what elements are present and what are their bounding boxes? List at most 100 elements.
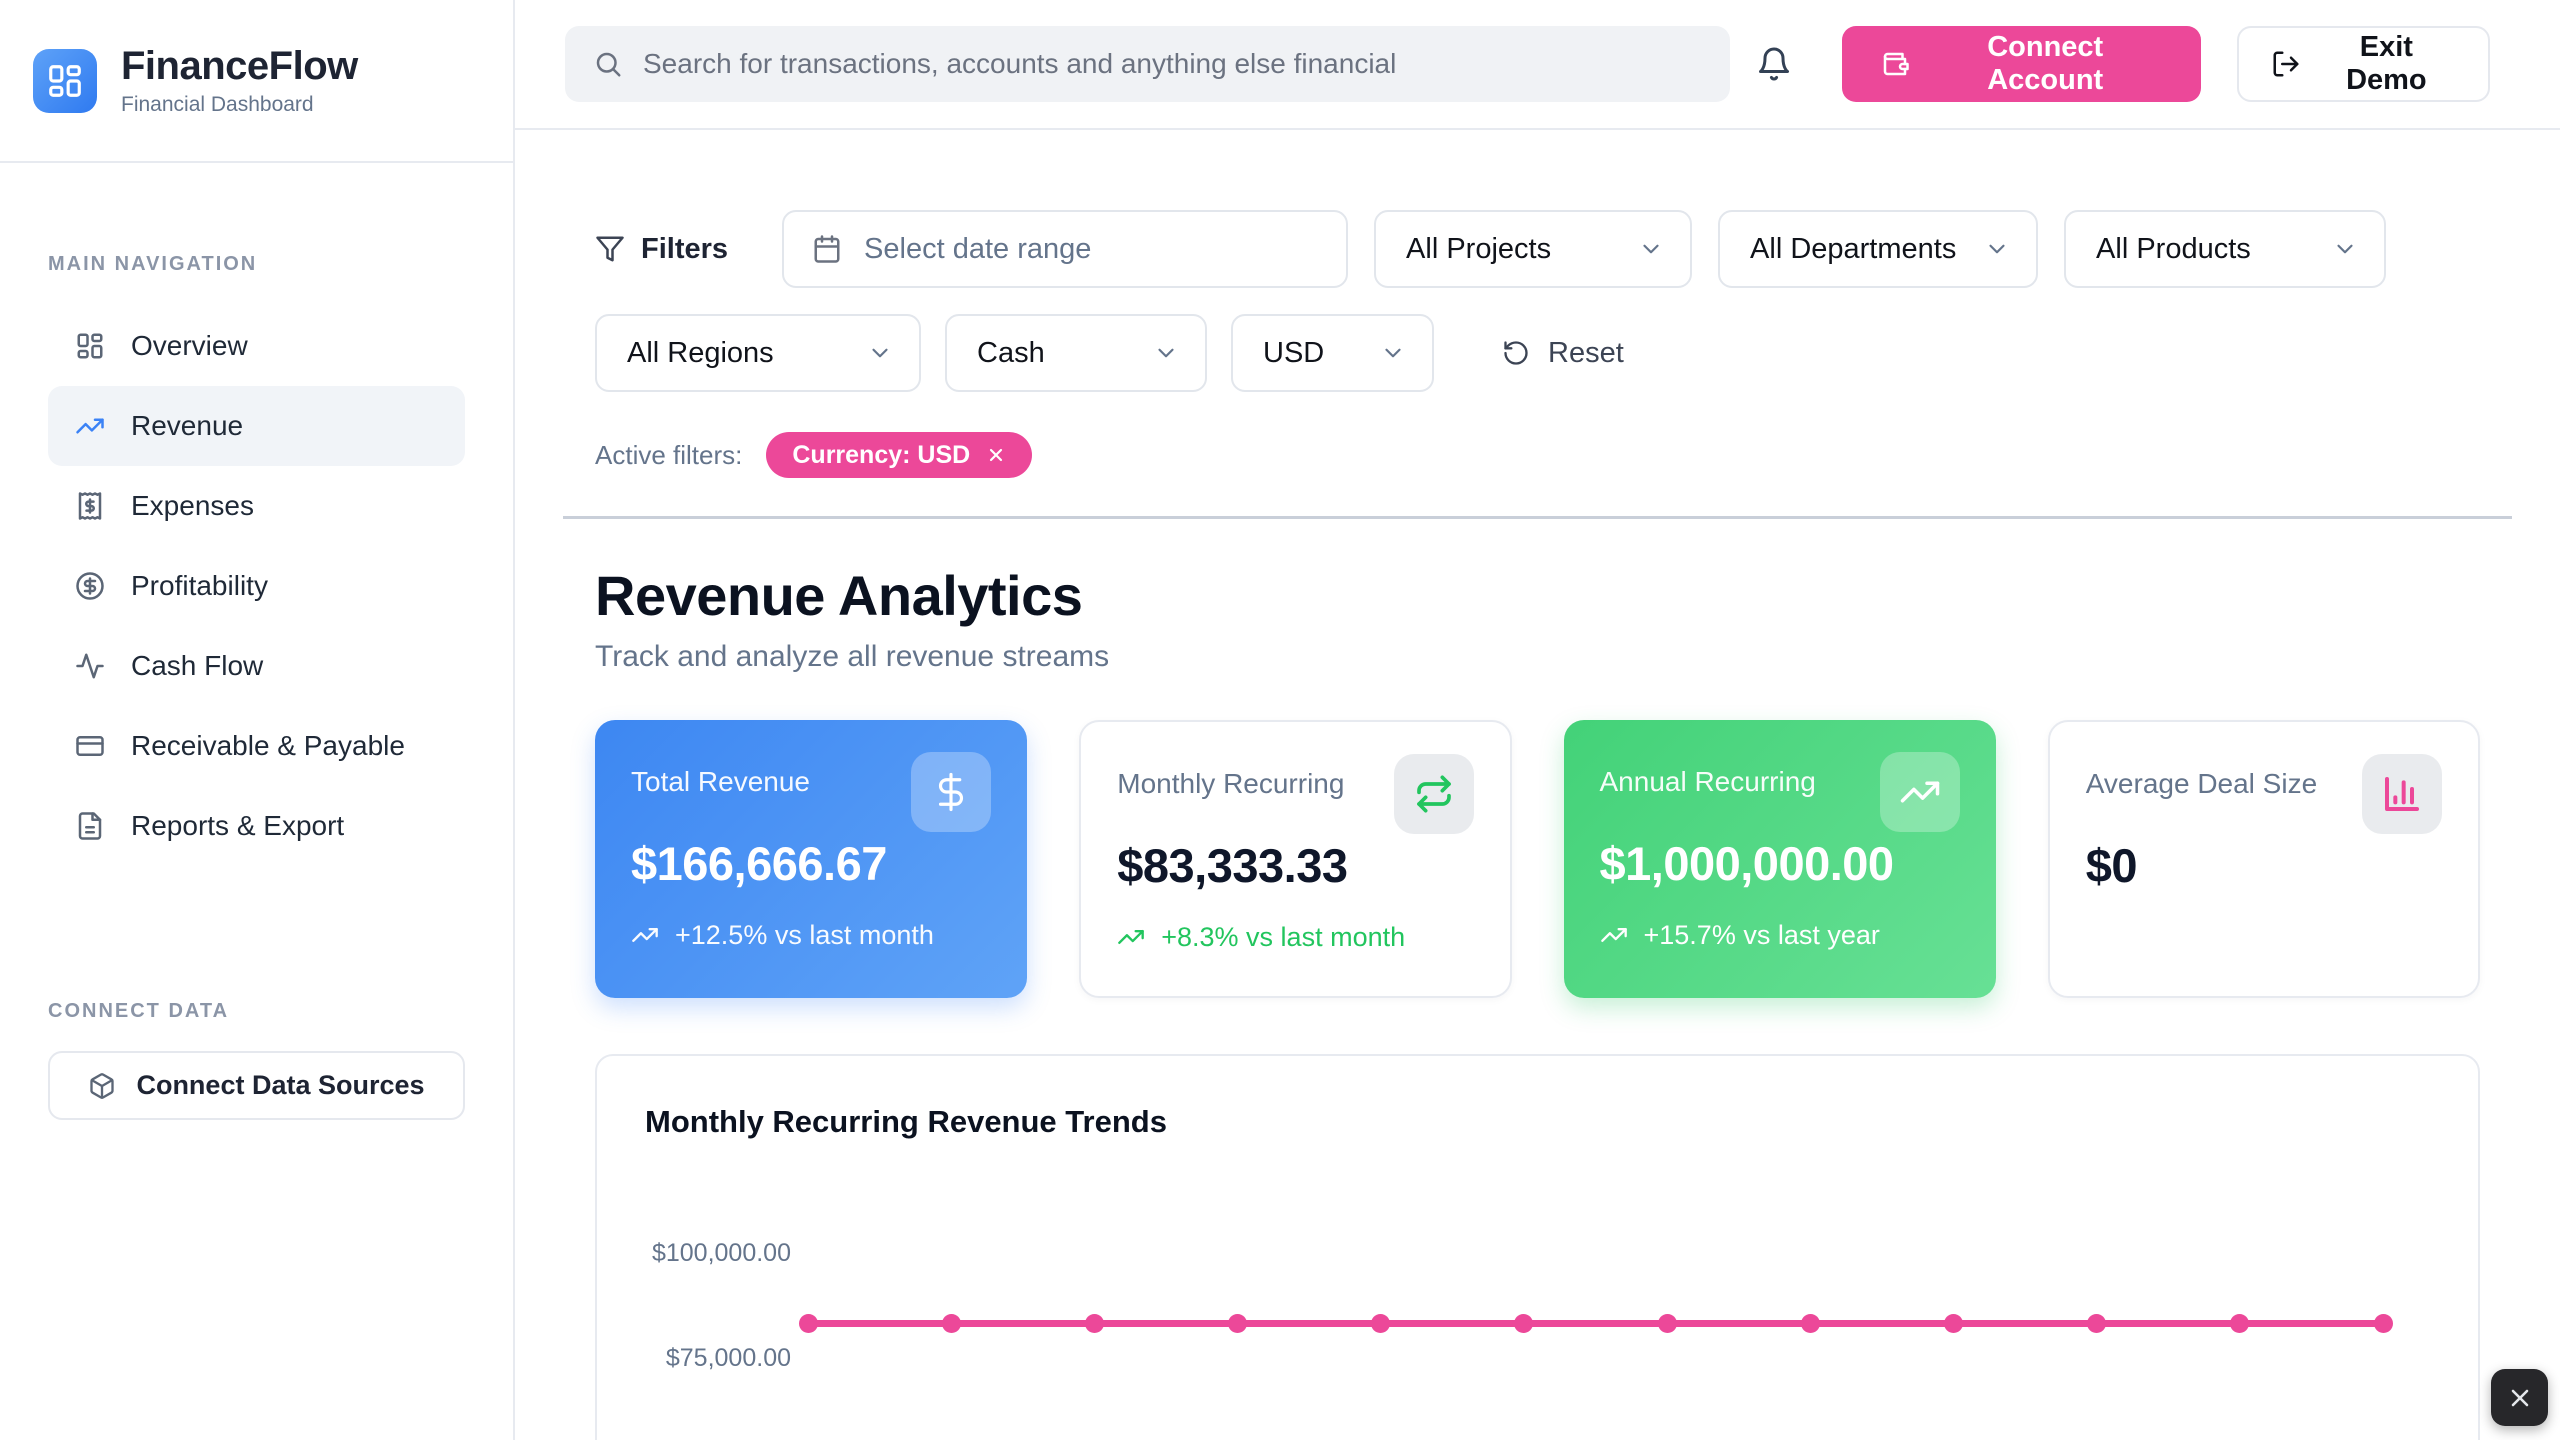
kpi-value: $166,666.67 bbox=[631, 837, 887, 890]
overlay-close-button[interactable] bbox=[2491, 1369, 2548, 1426]
sidebar-item-overview[interactable]: Overview bbox=[48, 306, 465, 386]
sidebar-item-revenue[interactable]: Revenue bbox=[48, 386, 465, 466]
data-point[interactable] bbox=[1371, 1313, 1391, 1333]
kpi-label: Average Deal Size bbox=[2085, 768, 2318, 799]
chevron-down-icon bbox=[1638, 236, 1664, 262]
kpi-card-total-revenue[interactable]: Total Revenue $166,666.67 +12.5% vs last… bbox=[595, 720, 1028, 998]
page-content: Filters All Projects All Departments bbox=[515, 130, 2560, 1440]
wallet-icon bbox=[1880, 49, 1910, 79]
sidebar-item-receivable-payable[interactable]: Receivable & Payable bbox=[48, 706, 465, 786]
date-range-picker[interactable] bbox=[782, 210, 1349, 288]
chevron-down-icon bbox=[1984, 236, 2010, 262]
regions-select[interactable]: All Regions bbox=[595, 314, 921, 392]
currency-filter-chip[interactable]: Currency: USD bbox=[766, 432, 1033, 478]
sidebar-item-label: Revenue bbox=[131, 410, 244, 441]
products-select[interactable]: All Products bbox=[2064, 210, 2387, 288]
data-point[interactable] bbox=[1657, 1313, 1677, 1333]
global-search[interactable] bbox=[565, 26, 1730, 102]
sidebar-item-label: Expenses bbox=[131, 490, 254, 521]
kpi-cards: Total Revenue $166,666.67 +12.5% vs last… bbox=[595, 720, 2480, 998]
products-select-value: All Products bbox=[2096, 232, 2251, 265]
trending-up-icon bbox=[1117, 923, 1145, 951]
app-title: FinanceFlow bbox=[121, 44, 358, 88]
connect-account-button[interactable]: Connect Account bbox=[1841, 26, 2201, 102]
data-point[interactable] bbox=[1943, 1313, 1963, 1333]
data-point[interactable] bbox=[2230, 1313, 2250, 1333]
filter-funnel-icon bbox=[595, 234, 625, 264]
currency-select[interactable]: USD bbox=[1231, 314, 1434, 392]
section-divider bbox=[563, 516, 2512, 519]
data-point[interactable] bbox=[2373, 1313, 2393, 1333]
trending-up-icon bbox=[1879, 752, 1960, 832]
accounting-basis-select[interactable]: Cash bbox=[945, 314, 1207, 392]
cube-icon bbox=[88, 1072, 116, 1100]
file-text-icon bbox=[75, 811, 105, 841]
kpi-change-text: +12.5% vs last month bbox=[675, 920, 934, 950]
app-tagline: Financial Dashboard bbox=[121, 93, 314, 116]
currency-chip-label: Currency: USD bbox=[792, 440, 971, 469]
kpi-label: Monthly Recurring bbox=[1117, 768, 1345, 799]
page-title: Revenue Analytics bbox=[595, 564, 1083, 627]
search-input[interactable] bbox=[643, 48, 1702, 80]
connect-data-sources-button[interactable]: Connect Data Sources bbox=[48, 1051, 465, 1120]
sidebar-item-expenses[interactable]: Expenses bbox=[48, 466, 465, 546]
chevron-down-icon bbox=[1153, 340, 1179, 366]
data-point[interactable] bbox=[1514, 1313, 1534, 1333]
y-axis-tick-label: $75,000.00 bbox=[665, 1344, 791, 1372]
y-axis-tick-label: $100,000.00 bbox=[651, 1239, 791, 1267]
page-heading: Revenue Analytics Track and analyze all … bbox=[595, 563, 2480, 674]
currency-select-value: USD bbox=[1263, 336, 1325, 369]
remove-filter-icon[interactable] bbox=[986, 445, 1006, 465]
kpi-label: Annual Recurring bbox=[1599, 766, 1816, 797]
exit-demo-button[interactable]: Exit Demo bbox=[2236, 26, 2490, 102]
filters-label: Filters bbox=[641, 232, 729, 265]
data-point[interactable] bbox=[1800, 1313, 1820, 1333]
chart-title: Monthly Recurring Revenue Trends bbox=[645, 1104, 1167, 1139]
regions-select-value: All Regions bbox=[627, 336, 774, 369]
bar-chart-icon bbox=[2362, 754, 2442, 834]
main-navigation: Overview Revenue Expenses Profitability … bbox=[48, 306, 465, 866]
sidebar: FinanceFlow Financial Dashboard MAIN NAV… bbox=[0, 0, 515, 1440]
data-point[interactable] bbox=[941, 1313, 961, 1333]
kpi-card-monthly-recurring[interactable]: Monthly Recurring $83,333.33 +8.3% vs la… bbox=[1079, 720, 1512, 998]
accounting-basis-value: Cash bbox=[977, 336, 1045, 369]
rotate-ccw-icon bbox=[1502, 339, 1530, 367]
data-point[interactable] bbox=[1084, 1313, 1104, 1333]
log-out-icon bbox=[2271, 49, 2301, 79]
circle-dollar-icon bbox=[75, 571, 105, 601]
filters-section: Filters All Projects All Departments bbox=[595, 210, 2480, 478]
date-range-input[interactable] bbox=[864, 232, 1319, 266]
app-logo-icon bbox=[33, 48, 97, 113]
trending-up-icon bbox=[75, 411, 105, 441]
dollar-sign-icon bbox=[911, 752, 992, 832]
kpi-card-average-deal-size[interactable]: Average Deal Size $0 bbox=[2047, 720, 2480, 998]
kpi-change: +8.3% vs last month bbox=[1117, 919, 1447, 955]
data-point[interactable] bbox=[798, 1313, 818, 1333]
credit-card-icon bbox=[75, 731, 105, 761]
data-point[interactable] bbox=[1228, 1313, 1248, 1333]
kpi-card-annual-recurring[interactable]: Annual Recurring $1,000,000.00 +15.7% vs… bbox=[1563, 720, 1996, 998]
sidebar-item-cash-flow[interactable]: Cash Flow bbox=[48, 626, 465, 706]
logo-row: FinanceFlow Financial Dashboard bbox=[0, 0, 513, 163]
layout-dashboard-icon bbox=[75, 331, 105, 361]
kpi-change-text: +15.7% vs last year bbox=[1643, 920, 1880, 950]
active-filters-label: Active filters: bbox=[595, 439, 743, 470]
sidebar-item-reports-export[interactable]: Reports & Export bbox=[48, 786, 465, 866]
data-point[interactable] bbox=[2087, 1313, 2107, 1333]
sidebar-item-label: Profitability bbox=[131, 570, 268, 601]
trending-up-icon bbox=[1600, 921, 1628, 949]
kpi-value: $0 bbox=[2085, 839, 2138, 892]
nav-section-heading: MAIN NAVIGATION bbox=[48, 253, 258, 275]
projects-select[interactable]: All Projects bbox=[1374, 210, 1693, 288]
notifications-bell-icon[interactable] bbox=[1756, 46, 1792, 82]
sidebar-item-label: Cash Flow bbox=[131, 650, 264, 681]
kpi-change: +15.7% vs last year bbox=[1600, 917, 1960, 953]
sidebar-item-profitability[interactable]: Profitability bbox=[48, 546, 465, 626]
activity-icon bbox=[75, 651, 105, 681]
kpi-value: $83,333.33 bbox=[1117, 839, 1348, 892]
connect-data-heading: CONNECT DATA bbox=[48, 1000, 230, 1022]
reset-filters-button[interactable]: Reset bbox=[1502, 337, 1624, 370]
chevron-down-icon bbox=[867, 340, 893, 366]
kpi-label: Total Revenue bbox=[631, 766, 811, 797]
departments-select[interactable]: All Departments bbox=[1718, 210, 2039, 288]
